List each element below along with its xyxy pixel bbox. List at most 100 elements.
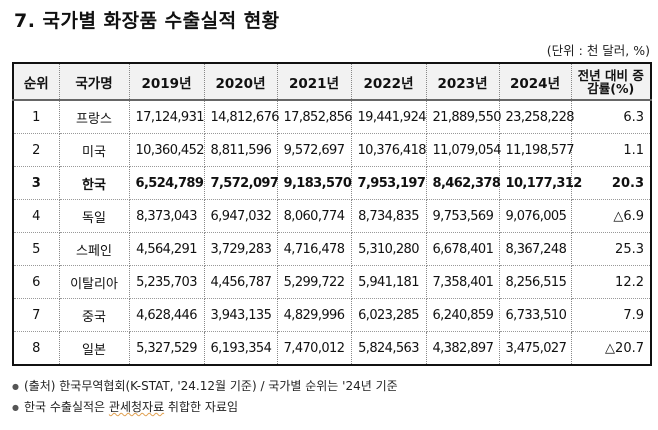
cell-y2019: 4,564,291	[128, 232, 205, 266]
cell-y2021: 9,183,570	[276, 166, 352, 200]
cell-y2022: 19,441,924	[350, 99, 427, 134]
cell-country: 미국	[58, 133, 130, 167]
cell-rate: 6.3	[570, 99, 652, 134]
cell-country: 이탈리아	[58, 265, 130, 299]
cell-rate: 25.3	[570, 232, 652, 266]
header-2023: 2023년	[425, 62, 500, 101]
cell-y2024: 11,198,577	[498, 133, 575, 167]
table-row: 5 스페인 4,564,291 3,729,283 4,716,478 5,310,280…	[12, 232, 652, 266]
cell-y2021: 7,470,012	[276, 331, 352, 366]
footnote-korea: ● 한국 수출실적은 관세청자료 취합한 자료임	[12, 397, 398, 418]
header-2024: 2024년	[498, 62, 572, 101]
cell-rate: 1.1	[570, 133, 652, 167]
cell-y2020: 7,572,097	[203, 166, 279, 200]
footnote-source-text: (출처) 한국무역협회(K-STAT, '24.12월 기준) / 국가별 순위…	[23, 379, 398, 393]
header-country: 국가명	[58, 62, 130, 101]
cell-y2020: 3,943,135	[203, 298, 278, 332]
cell-y2020: 6,947,032	[203, 199, 278, 233]
header-2019: 2019년	[128, 62, 205, 101]
cell-rank: 7	[12, 298, 60, 332]
cell-y2023: 6,678,401	[425, 232, 500, 266]
cell-country: 스페인	[58, 232, 130, 266]
cell-country: 한국	[58, 166, 130, 200]
cell-y2023: 21,889,550	[425, 99, 502, 134]
cell-y2020: 3,729,283	[203, 232, 278, 266]
cell-rank: 1	[12, 99, 60, 134]
header-2020: 2020년	[203, 62, 278, 101]
header-rank: 순위	[12, 62, 60, 101]
header-2022: 2022년	[350, 62, 427, 101]
cell-y2021: 5,299,722	[276, 265, 352, 299]
cell-rank: 2	[12, 133, 60, 167]
export-table: 순위 국가명 2019년 2020년 2021년 2022년 2023년 202…	[12, 62, 652, 366]
cell-y2022: 6,023,285	[350, 298, 427, 332]
cell-country: 프랑스	[58, 99, 130, 134]
cell-y2024: 8,256,515	[498, 265, 572, 299]
cell-y2022: 5,310,280	[350, 232, 427, 266]
cell-y2024: 10,177,312	[498, 166, 582, 200]
cell-y2019: 17,124,931	[128, 99, 205, 134]
cell-rank: 4	[12, 199, 60, 233]
cell-rank: 5	[12, 232, 60, 266]
cell-rate: 20.3	[570, 166, 652, 200]
cell-country: 독일	[58, 199, 130, 233]
cell-y2023: 4,382,897	[425, 331, 500, 366]
cell-rank: 6	[12, 265, 60, 299]
cell-rank: 8	[12, 331, 60, 366]
cell-y2021: 17,852,856	[276, 99, 353, 134]
table-header-row: 순위 국가명 2019년 2020년 2021년 2022년 2023년 202…	[12, 62, 652, 101]
cell-y2022: 10,376,418	[350, 133, 427, 167]
table-row: 6 이탈리아 5,235,703 4,456,787 5,299,722 5,941,18…	[12, 265, 652, 299]
cell-y2021: 8,060,774	[276, 199, 352, 233]
footnote-korea-text-c: 취합한 자료임	[164, 400, 238, 414]
footnotes: ● (출처) 한국무역협회(K-STAT, '24.12월 기준) / 국가별 순…	[12, 376, 398, 418]
footnote-source: ● (출처) 한국무역협회(K-STAT, '24.12월 기준) / 국가별 순…	[12, 376, 398, 397]
cell-y2019: 4,628,446	[128, 298, 205, 332]
table-row: 8 일본 5,327,529 6,193,354 7,470,012 5,824,563 4…	[12, 331, 652, 366]
cell-y2020: 4,456,787	[203, 265, 278, 299]
cell-y2024: 8,367,248	[498, 232, 572, 266]
cell-y2024: 9,076,005	[498, 199, 572, 233]
cell-y2023: 6,240,859	[425, 298, 500, 332]
cell-y2020: 14,812,676	[203, 99, 280, 134]
page-title: 7. 국가별 화장품 수출실적 현황	[14, 10, 280, 32]
table-row: 7 중국 4,628,446 3,943,135 4,829,996 6,023,285 6…	[12, 298, 652, 332]
cell-y2022: 7,953,197	[350, 166, 427, 200]
cell-y2021: 4,829,996	[276, 298, 352, 332]
cell-rank: 3	[12, 166, 60, 200]
header-2021: 2021년	[276, 62, 352, 101]
cell-y2024: 3,475,027	[498, 331, 572, 366]
cell-y2022: 5,941,181	[350, 265, 427, 299]
cell-y2023: 7,358,401	[425, 265, 500, 299]
cell-rate: △6.9	[570, 199, 652, 233]
cell-y2024: 23,258,228	[498, 99, 575, 134]
bullet-icon: ●	[12, 403, 19, 412]
cell-rate: △20.7	[570, 331, 652, 366]
cell-y2023: 11,079,054	[425, 133, 502, 167]
cell-y2021: 4,716,478	[276, 232, 352, 266]
table-row: 2 미국 10,360,452 8,811,596 9,572,697 10,376,41…	[12, 133, 652, 167]
unit-label: (단위 : 천 달러, %)	[546, 43, 650, 58]
cell-y2023: 8,462,378	[425, 166, 501, 200]
table-row: 4 독일 8,373,043 6,947,032 8,060,774 8,734,835 9…	[12, 199, 652, 233]
header-yoy-rate: 전년 대비 증감률(%)	[570, 62, 652, 101]
table-row: 1 프랑스 17,124,931 14,812,676 17,852,856 19,441…	[12, 99, 652, 134]
cell-y2019: 5,327,529	[128, 331, 205, 366]
footnote-korea-text-a: 한국 수출실적은	[23, 400, 109, 414]
table-row: 3 한국 6,524,789 7,572,097 9,183,570 7,953,197 8…	[12, 166, 652, 200]
bullet-icon: ●	[12, 382, 19, 391]
cell-y2019: 5,235,703	[128, 265, 205, 299]
cell-y2022: 8,734,835	[350, 199, 427, 233]
cell-y2021: 9,572,697	[276, 133, 352, 167]
cell-y2022: 5,824,563	[350, 331, 427, 366]
cell-y2019: 6,524,789	[128, 166, 205, 200]
cell-y2019: 8,373,043	[128, 199, 205, 233]
cell-y2023: 9,753,569	[425, 199, 500, 233]
cell-y2020: 6,193,354	[203, 331, 278, 366]
cell-y2020: 8,811,596	[203, 133, 278, 167]
cell-y2019: 10,360,452	[128, 133, 205, 167]
cell-country: 일본	[58, 331, 130, 366]
cell-rate: 12.2	[570, 265, 652, 299]
footnote-korea-text-b: 관세청자료	[108, 400, 165, 414]
cell-country: 중국	[58, 298, 130, 332]
